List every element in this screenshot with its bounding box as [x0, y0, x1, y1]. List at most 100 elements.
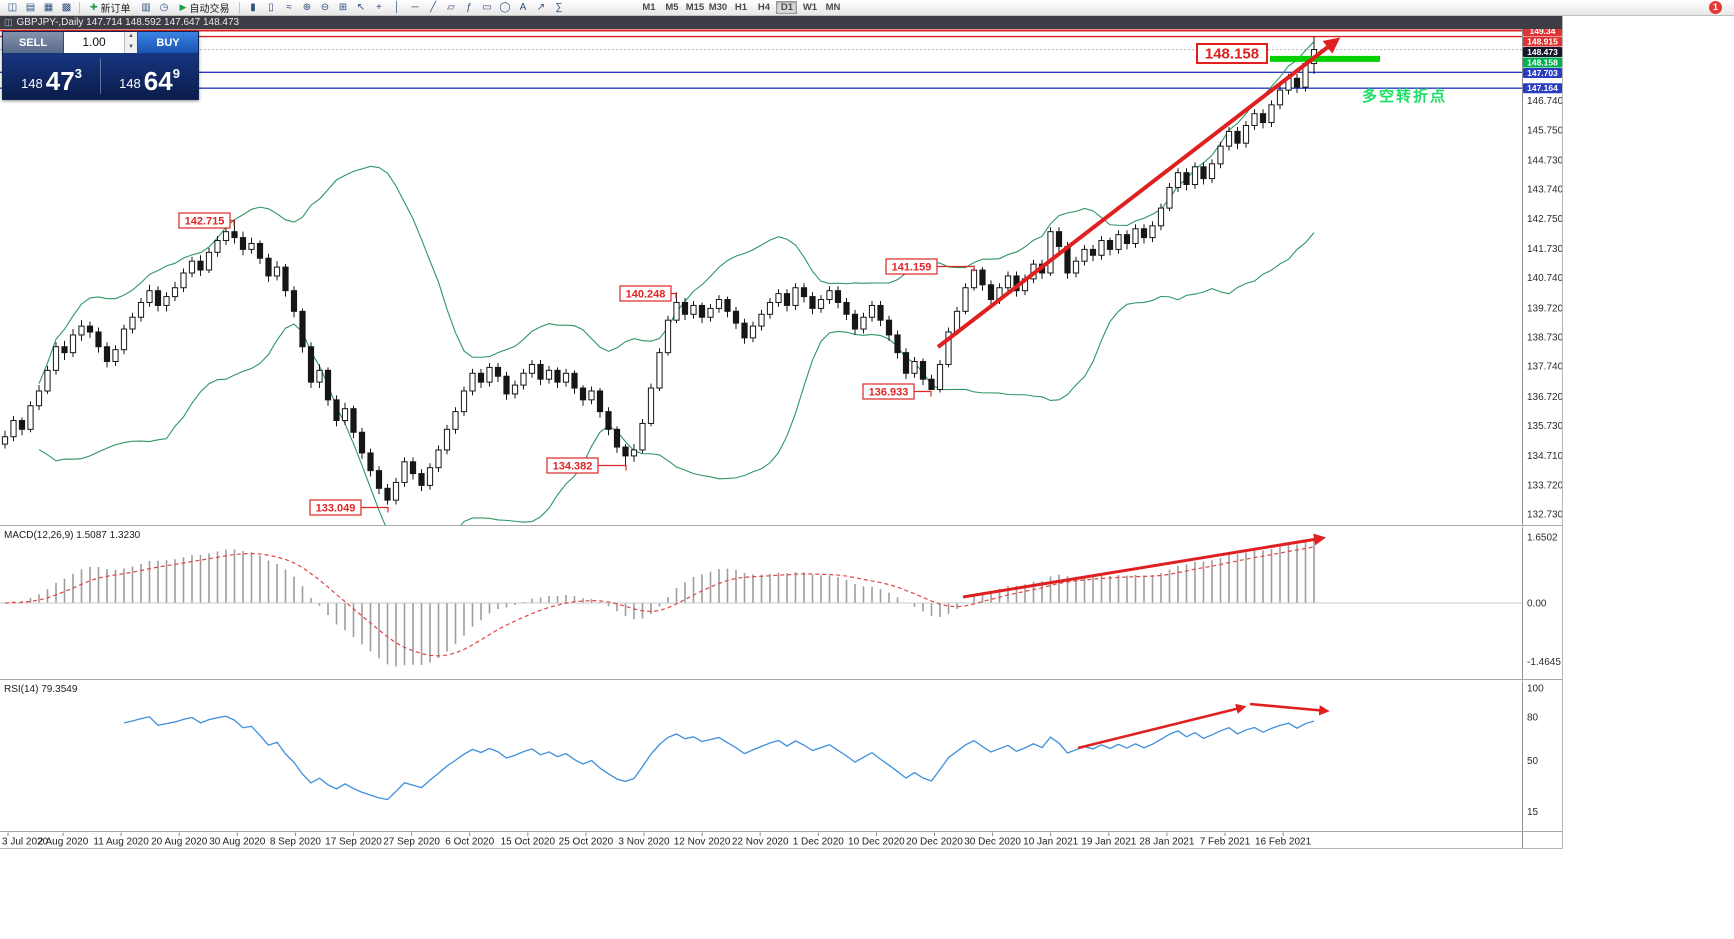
- timeframe-button-h1[interactable]: H1: [734, 2, 748, 13]
- ellipse-icon[interactable]: ◯: [499, 2, 511, 13]
- history-clock-icon[interactable]: ◷: [159, 2, 169, 13]
- timeframe-button-m5[interactable]: M5: [665, 2, 679, 13]
- timeframe-button-m15[interactable]: M15: [685, 2, 705, 13]
- candle: [826, 290, 833, 301]
- candle: [494, 366, 502, 377]
- candle: [885, 319, 893, 336]
- line-chart-icon[interactable]: ≈: [286, 2, 292, 13]
- candle: [528, 363, 536, 374]
- crosshair-icon[interactable]: +: [376, 2, 382, 13]
- indicators-icon[interactable]: ∑: [555, 2, 563, 13]
- cn-annotation[interactable]: 多空转折点: [1362, 87, 1447, 105]
- candle: [418, 473, 425, 486]
- svg-text:3 Nov 2020: 3 Nov 2020: [618, 837, 670, 848]
- grid-icon[interactable]: ⊞: [338, 2, 348, 13]
- notification-badge[interactable]: 1: [1709, 1, 1722, 14]
- chart-profiles-icon[interactable]: ▤: [25, 2, 36, 13]
- arrow-tool-icon[interactable]: ↗: [536, 2, 546, 13]
- timeframe-button-m30[interactable]: M30: [708, 2, 728, 13]
- price-label[interactable]: [546, 457, 599, 474]
- volume-field[interactable]: 1.00 ▲ ▼: [63, 32, 138, 53]
- svg-text:148.158: 148.158: [1527, 58, 1558, 68]
- price-label[interactable]: [862, 383, 915, 400]
- candle: [987, 284, 995, 301]
- candle: [1259, 113, 1267, 124]
- candle: [265, 257, 272, 277]
- zoom-in-icon[interactable]: ⊕: [302, 2, 312, 13]
- price-label[interactable]: [309, 499, 362, 516]
- sell-price[interactable]: 148 47 3: [3, 53, 100, 99]
- timeframe-button-w1[interactable]: W1: [802, 2, 818, 13]
- key-price-label[interactable]: [1196, 43, 1268, 64]
- chart-bars-icon[interactable]: ▥: [141, 2, 151, 13]
- chart-canvas[interactable]: 142.715 140.248 134.382 133.049 141.159 136.9…: [0, 29, 1562, 848]
- price-label[interactable]: [178, 212, 231, 229]
- rsi-line: [123, 715, 1315, 801]
- rsi-indicator-label: RSI(14) 79.3549: [4, 684, 78, 695]
- trendline-icon[interactable]: ╱: [429, 2, 436, 13]
- candle: [715, 299, 723, 309]
- shapes-icon[interactable]: ▭: [482, 2, 492, 13]
- horizontal-line-icon[interactable]: ─: [411, 2, 419, 13]
- svg-text:15 Oct 2020: 15 Oct 2020: [501, 837, 556, 848]
- svg-text:141.159: 141.159: [892, 262, 932, 274]
- candles-chart-icon[interactable]: ▮: [250, 2, 256, 13]
- vertical-line-icon[interactable]: │: [393, 2, 401, 13]
- candle: [1251, 113, 1258, 126]
- svg-text:140.740: 140.740: [1527, 273, 1562, 284]
- navigator-icon[interactable]: ▩: [61, 2, 72, 13]
- svg-text:132.730: 132.730: [1527, 510, 1562, 521]
- candle: [1123, 234, 1131, 244]
- new-order-button[interactable]: ✚ 新订单: [84, 1, 137, 15]
- rsi-arrow[interactable]: [1249, 702, 1330, 716]
- trend-arrow[interactable]: [936, 37, 1341, 349]
- candle: [596, 390, 604, 413]
- buy-button[interactable]: BUY: [138, 32, 198, 53]
- candle: [52, 346, 60, 371]
- new-chart-icon[interactable]: ◫: [7, 2, 18, 13]
- auto-trading-button[interactable]: ▶ 自动交易: [174, 1, 236, 15]
- svg-text:50: 50: [1527, 756, 1539, 767]
- chart-title-bar[interactable]: ◫ GBPJPY-,Daily 147.714 148.592 147.647 …: [0, 16, 1562, 29]
- svg-text:146.740: 146.740: [1527, 96, 1562, 107]
- svg-text:142.750: 142.750: [1527, 214, 1562, 225]
- candle: [1055, 231, 1063, 247]
- price-label[interactable]: [619, 285, 672, 302]
- zoom-out-icon[interactable]: ⊖: [320, 2, 330, 13]
- cursor-icon[interactable]: ↖: [356, 2, 366, 13]
- market-watch-icon[interactable]: ▦: [43, 2, 54, 13]
- bar-chart-icon[interactable]: ▯: [268, 2, 274, 13]
- macd-arrow[interactable]: [962, 533, 1326, 599]
- timeframe-button-mn[interactable]: MN: [825, 2, 841, 13]
- svg-text:149.34: 149.34: [1530, 29, 1556, 36]
- timeframe-button-d1[interactable]: D1: [776, 1, 798, 14]
- candle: [256, 242, 264, 259]
- timeframe-button-h4[interactable]: H4: [757, 2, 771, 13]
- candle: [749, 325, 757, 339]
- volume-down-icon[interactable]: ▼: [125, 42, 137, 53]
- price-axis-badge: [1523, 29, 1562, 36]
- candle: [486, 366, 493, 383]
- sell-button[interactable]: SELL: [3, 32, 63, 53]
- candle: [375, 470, 383, 489]
- buy-price[interactable]: 148 64 9: [101, 53, 198, 99]
- price-label[interactable]: [885, 258, 938, 275]
- fibonacci-icon[interactable]: ƒ: [466, 2, 472, 13]
- price-divider: [100, 58, 101, 94]
- candle: [469, 372, 476, 392]
- text-icon[interactable]: A: [519, 2, 527, 13]
- candle: [902, 352, 910, 374]
- candle: [1200, 166, 1207, 180]
- candle: [1166, 186, 1173, 209]
- channel-icon[interactable]: ▱: [447, 2, 455, 13]
- candle: [1191, 166, 1199, 185]
- volume-up-icon[interactable]: ▲: [125, 32, 137, 43]
- volume-value[interactable]: 1.00: [82, 35, 106, 49]
- timeframe-button-m1[interactable]: M1: [642, 2, 656, 13]
- candle: [647, 387, 655, 424]
- toolbar-separator: [79, 1, 80, 14]
- candle: [1106, 240, 1114, 250]
- svg-text:16 Feb 2021: 16 Feb 2021: [1255, 837, 1312, 848]
- rsi-arrow[interactable]: [1077, 703, 1247, 750]
